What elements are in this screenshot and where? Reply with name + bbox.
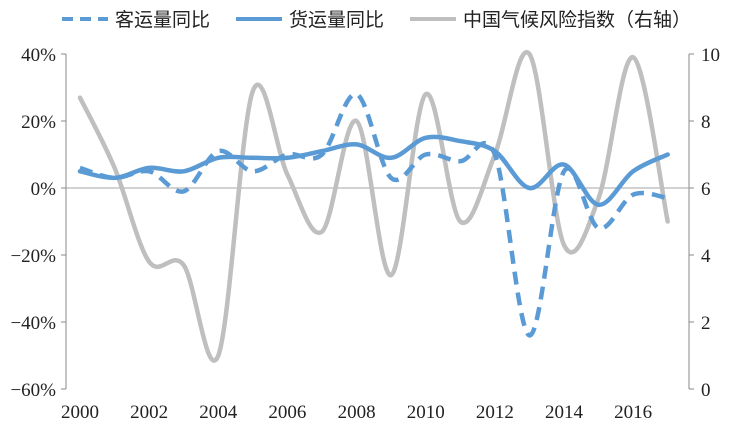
x-tick-label: 2006 bbox=[268, 402, 306, 423]
plot-area bbox=[77, 50, 670, 363]
x-tick-label: 2008 bbox=[338, 402, 376, 423]
right-tick-label: 4 bbox=[701, 246, 711, 267]
x-tick-label: 2002 bbox=[130, 402, 168, 423]
left-tick-label: 0% bbox=[31, 179, 57, 200]
legend: 客运量同比 货运量同比 中国气候风险指数（右轴） bbox=[62, 9, 691, 31]
axes: 40% 20% 0% −20% −40% −60% 10 8 6 4 2 0 2000 2002 2004 2… bbox=[10, 45, 720, 423]
x-tick-label: 2012 bbox=[476, 402, 514, 423]
legend-label-freight: 货运量同比 bbox=[289, 9, 384, 31]
right-tick-label: 2 bbox=[701, 313, 711, 334]
series-line-passenger bbox=[79, 91, 669, 338]
left-tick-label: −20% bbox=[10, 246, 56, 267]
left-tick-label: −60% bbox=[10, 380, 56, 401]
x-tick-label: 2010 bbox=[407, 402, 445, 423]
legend-item-climate: 中国气候风险指数（右轴） bbox=[410, 9, 691, 31]
legend-item-passenger: 客运量同比 bbox=[62, 9, 210, 31]
legend-label-climate: 中国气候风险指数（右轴） bbox=[463, 9, 691, 31]
x-tick-label: 2014 bbox=[545, 402, 584, 423]
series-line-climate bbox=[77, 50, 670, 363]
right-tick-label: 10 bbox=[701, 45, 720, 66]
left-tick-label: −40% bbox=[10, 313, 56, 334]
x-tick-label: 2016 bbox=[614, 402, 652, 423]
legend-label-passenger: 客运量同比 bbox=[115, 9, 210, 31]
series-line-freight bbox=[77, 134, 670, 208]
legend-item-freight: 货运量同比 bbox=[236, 9, 384, 31]
left-tick-label: 20% bbox=[21, 112, 56, 133]
left-tick-label: 40% bbox=[21, 45, 56, 66]
x-tick-label: 2004 bbox=[199, 402, 238, 423]
right-tick-label: 0 bbox=[701, 380, 711, 401]
right-tick-label: 8 bbox=[701, 112, 711, 133]
x-tick-label: 2000 bbox=[61, 402, 99, 423]
right-tick-label: 6 bbox=[701, 179, 711, 200]
